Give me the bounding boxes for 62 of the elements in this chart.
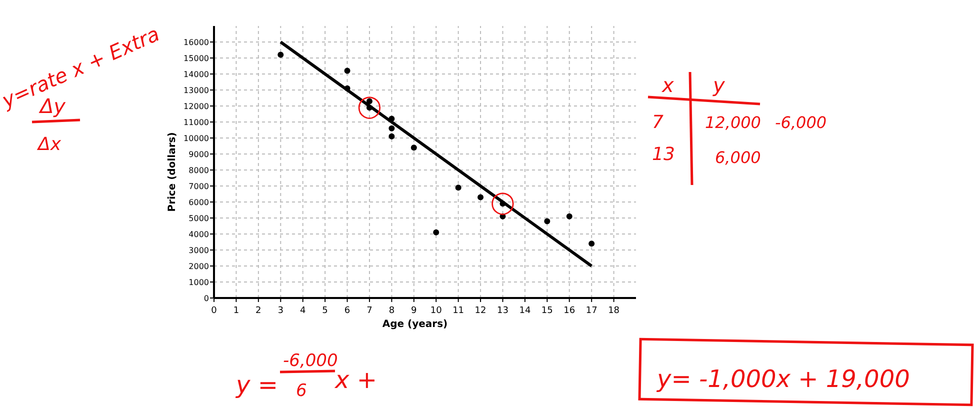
y-tick-label: 15000 bbox=[184, 54, 209, 63]
y-tick-label: 11000 bbox=[184, 118, 209, 127]
y-tick-label: 12000 bbox=[184, 102, 209, 111]
x-tick-label: 17 bbox=[586, 306, 598, 316]
y-axis-title: Price (dollars) bbox=[167, 132, 178, 212]
point bbox=[433, 229, 440, 236]
text: Δx bbox=[36, 134, 62, 155]
point bbox=[344, 68, 350, 74]
point bbox=[410, 144, 417, 151]
x-tick-label: 14 bbox=[519, 306, 531, 316]
text: y = bbox=[235, 371, 278, 399]
x-tick-label: 0 bbox=[211, 306, 218, 316]
point bbox=[478, 194, 484, 200]
y-tick-label: 14000 bbox=[184, 70, 209, 79]
point bbox=[278, 52, 284, 58]
y-tick-label: 5000 bbox=[188, 214, 209, 223]
text: 6,000 bbox=[715, 148, 761, 167]
x-tick-label: 4 bbox=[300, 306, 306, 316]
x-tick-label: 12 bbox=[474, 306, 486, 316]
point bbox=[544, 218, 550, 224]
y-tick-label: 13000 bbox=[184, 86, 209, 95]
y-tick-label: 0 bbox=[204, 294, 209, 303]
text: x bbox=[661, 73, 674, 97]
y-tick-label: 10000 bbox=[184, 134, 209, 143]
x-tick-label: 15 bbox=[541, 306, 553, 316]
point bbox=[455, 184, 462, 191]
y-tick-label: 3000 bbox=[188, 246, 209, 255]
x-axis-title: Age (years) bbox=[382, 319, 448, 330]
text: 6 bbox=[296, 381, 307, 401]
text: y= -1,000x + 19,000 bbox=[656, 365, 910, 393]
x-tick-label: 8 bbox=[388, 306, 395, 316]
x-tick-label: 5 bbox=[322, 306, 328, 316]
x-tick-label: 11 bbox=[452, 306, 464, 316]
x-tick-label: 9 bbox=[411, 306, 418, 316]
y-tick-label: 8000 bbox=[188, 166, 209, 175]
y-tick-label: 7000 bbox=[188, 182, 209, 191]
point bbox=[388, 116, 395, 122]
point bbox=[588, 240, 595, 247]
y-tick-label: 2000 bbox=[188, 262, 209, 271]
text: 7 bbox=[652, 112, 664, 133]
x-tick-label: 18 bbox=[608, 306, 620, 316]
x-tick-label: 3 bbox=[278, 306, 284, 316]
x-tick-label: 10 bbox=[430, 306, 442, 316]
x-tick-label: 7 bbox=[366, 306, 372, 316]
x-tick-label: 13 bbox=[497, 306, 508, 316]
y-tick-label: 16000 bbox=[184, 38, 209, 47]
point bbox=[388, 133, 395, 140]
y-tick-label: 4000 bbox=[188, 230, 209, 239]
point bbox=[566, 213, 572, 220]
text: -6,000 bbox=[775, 113, 827, 132]
x-tick-label: 6 bbox=[344, 306, 350, 316]
point bbox=[344, 85, 350, 92]
x-tick-label: 16 bbox=[564, 306, 576, 316]
x-tick-label: 1 bbox=[233, 306, 240, 316]
point bbox=[388, 125, 395, 132]
y-tick-label: 1000 bbox=[188, 278, 209, 287]
y-tick-label: 6000 bbox=[188, 198, 209, 207]
text: 12,000 bbox=[705, 113, 761, 132]
x-tick-label: 2 bbox=[256, 306, 262, 316]
text: y bbox=[712, 73, 726, 97]
y-tick-label: 9000 bbox=[188, 150, 209, 159]
text: 13 bbox=[652, 144, 675, 165]
